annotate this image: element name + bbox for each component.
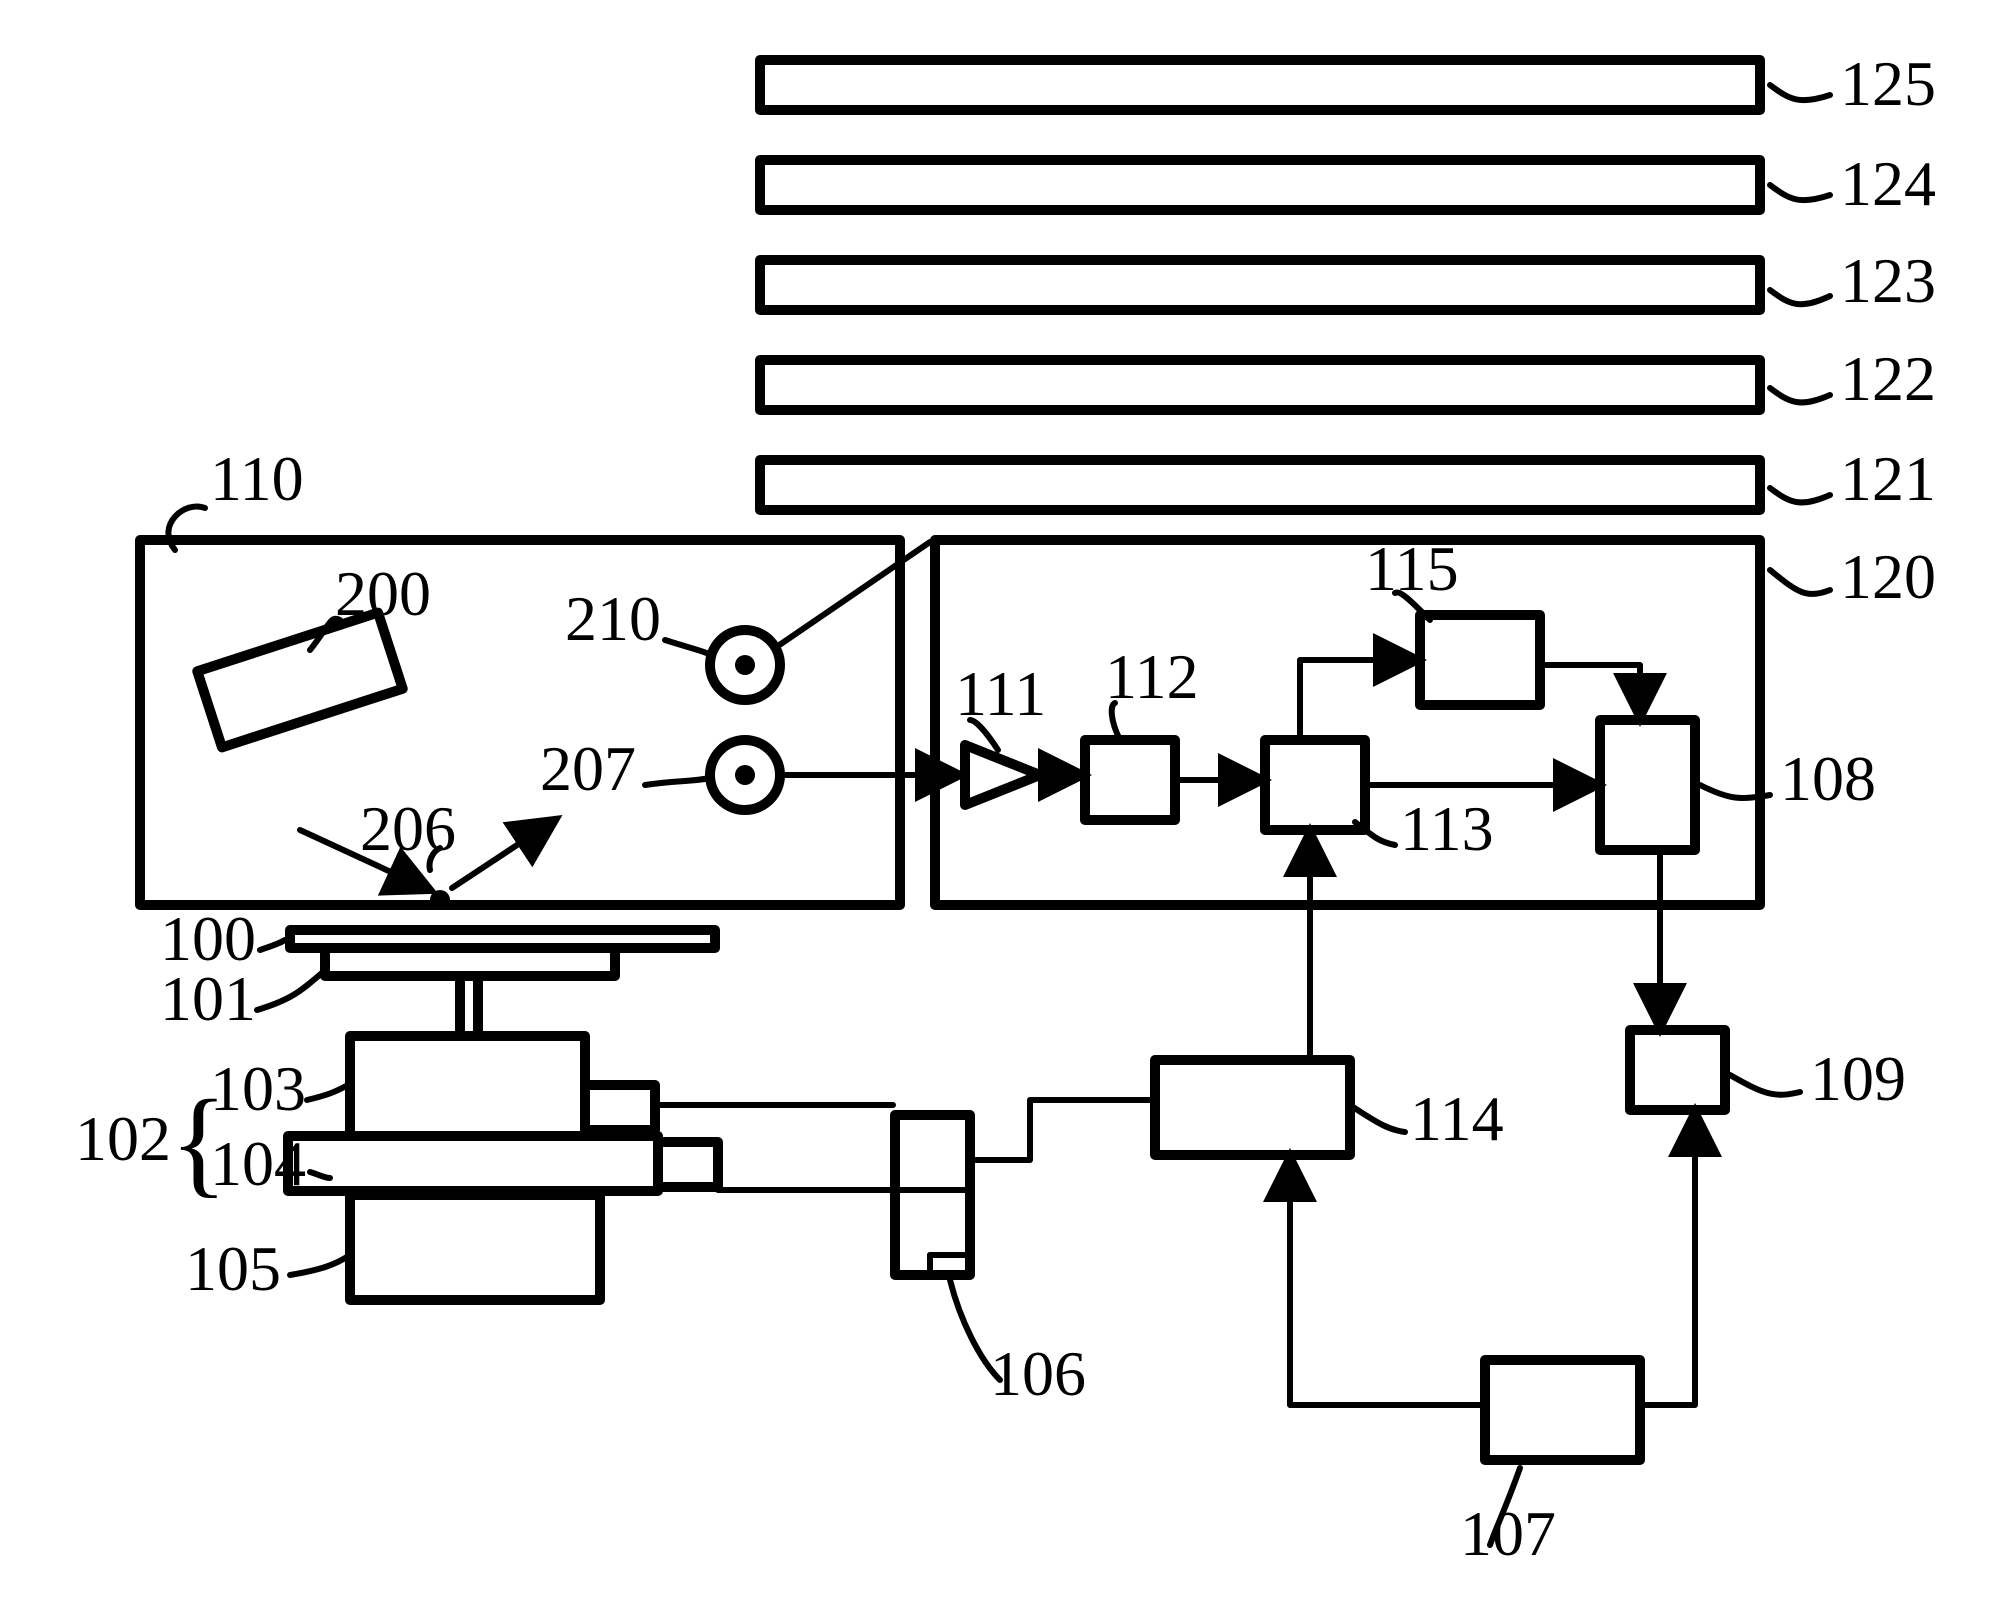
wire-w_106_114	[972, 1100, 1153, 1160]
wire-w_106_stage	[718, 1190, 972, 1255]
brace-102: {	[170, 1075, 228, 1208]
schematic-canvas: 1251241231221211101202002102072061111121…	[0, 0, 1996, 1607]
label-207: 207	[540, 733, 636, 804]
block104	[288, 1136, 658, 1191]
block103	[350, 1036, 585, 1136]
label-107: 107	[1460, 1498, 1556, 1569]
bar125	[760, 60, 1760, 110]
label-120: 120	[1840, 541, 1936, 612]
box110	[140, 540, 900, 905]
label-115: 115	[1365, 533, 1459, 604]
label-114: 114	[1410, 1083, 1504, 1154]
label-113: 113	[1400, 793, 1494, 864]
label-124: 124	[1840, 148, 1936, 219]
wire-w_107_114	[1290, 1157, 1485, 1405]
bar122	[760, 360, 1760, 410]
block106	[895, 1115, 970, 1275]
block-200	[197, 613, 402, 748]
encoder-103	[585, 1085, 655, 1130]
stem	[460, 976, 478, 1036]
label-206: 206	[360, 793, 456, 864]
label-200: 200	[335, 558, 431, 629]
wire-w_107_109	[1642, 1112, 1695, 1405]
bar124	[760, 160, 1760, 210]
wire-w_210_bar	[775, 542, 930, 648]
dot-206	[430, 890, 450, 910]
block108	[1600, 720, 1695, 850]
bar121	[760, 460, 1760, 510]
wire-w_115_108	[1542, 665, 1640, 718]
bar123	[760, 260, 1760, 310]
amp-111	[965, 745, 1040, 805]
label-106: 106	[990, 1338, 1086, 1409]
label-101: 101	[160, 963, 256, 1034]
encoder-104	[658, 1142, 718, 1187]
label-112: 112	[1105, 641, 1199, 712]
block115	[1420, 615, 1540, 705]
label-110: 110	[210, 443, 304, 514]
wire-w_113_115	[1300, 660, 1418, 740]
block113	[1265, 740, 1365, 830]
label-123: 123	[1840, 245, 1936, 316]
block107	[1485, 1360, 1640, 1460]
block112	[1085, 740, 1175, 820]
label-122: 122	[1840, 343, 1936, 414]
label-102: 102	[75, 1103, 171, 1174]
label-105: 105	[185, 1233, 281, 1304]
block114	[1155, 1060, 1350, 1155]
label-125: 125	[1840, 48, 1936, 119]
label-108: 108	[1780, 743, 1876, 814]
block105	[350, 1195, 600, 1300]
label-109: 109	[1810, 1043, 1906, 1114]
block109	[1630, 1030, 1725, 1110]
label-121: 121	[1840, 443, 1936, 514]
label-210: 210	[565, 583, 661, 654]
